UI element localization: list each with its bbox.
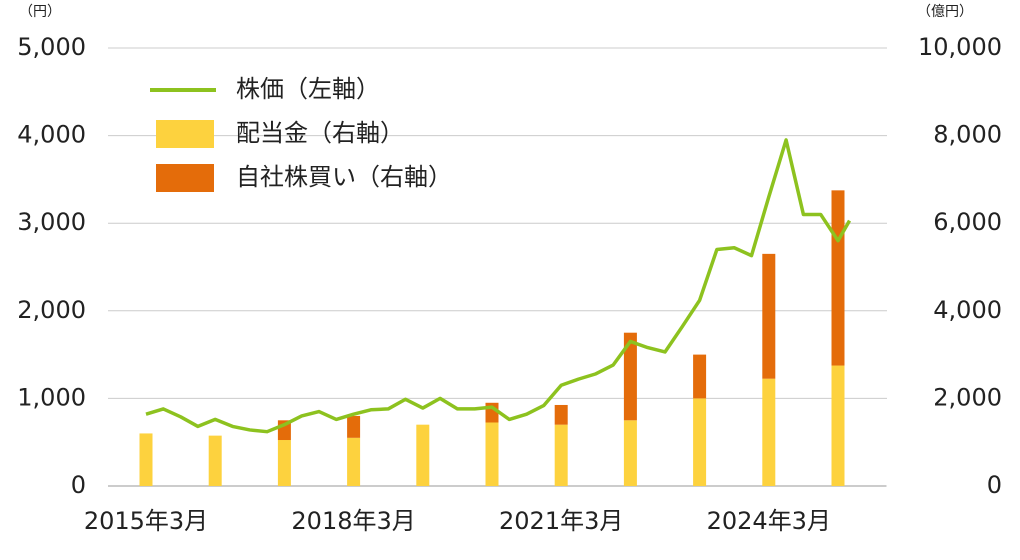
x-tick-label: 2018年3月 xyxy=(291,507,415,535)
bar-segment xyxy=(693,354,707,399)
y-tick-label: 4,000 xyxy=(17,121,86,149)
y-tick-label: 0 xyxy=(71,471,86,499)
y2-tick-label: 10,000 xyxy=(918,33,1002,61)
x-tick-label: 2024年3月 xyxy=(707,507,831,535)
y-tick-label: 1,000 xyxy=(17,383,86,411)
legend-swatch xyxy=(156,164,214,192)
bar-segment xyxy=(347,415,361,438)
bar-segment xyxy=(693,398,707,486)
bar-segment xyxy=(831,365,845,486)
bar-segment xyxy=(554,424,568,486)
y2-tick-label: 2,000 xyxy=(933,383,1002,411)
bar-segment xyxy=(485,422,499,486)
bar-segment xyxy=(831,190,845,366)
bar-segment xyxy=(762,378,776,486)
x-tick-label: 2021年3月 xyxy=(499,507,623,535)
bar-segment xyxy=(208,435,222,486)
y2-tick-label: 8,000 xyxy=(933,121,1002,149)
y-tick-label: 3,000 xyxy=(17,208,86,236)
bar-segment xyxy=(347,437,361,486)
bar-segment xyxy=(139,433,153,486)
legend-swatch xyxy=(156,120,214,148)
y2-tick-label: 0 xyxy=(987,471,1002,499)
bar-segment xyxy=(277,440,291,486)
legend-label: 自社株買い（右軸） xyxy=(236,163,452,191)
y2-axis-unit: （億円） xyxy=(917,4,973,20)
price-line xyxy=(145,138,852,434)
bar-segment xyxy=(623,420,637,486)
bar-segment xyxy=(623,332,637,421)
x-tick-label: 2015年3月 xyxy=(84,507,208,535)
bar-segment xyxy=(762,253,776,379)
bar-segment xyxy=(554,404,568,425)
bar-segment xyxy=(416,424,430,486)
legend-label: 配当金（右軸） xyxy=(236,119,404,147)
legend-label: 株価（左軸） xyxy=(236,75,380,103)
y-axis-unit: （円） xyxy=(19,4,61,20)
y2-tick-label: 4,000 xyxy=(933,296,1002,324)
y-tick-label: 2,000 xyxy=(17,296,86,324)
y-tick-label: 5,000 xyxy=(17,33,86,61)
y2-tick-label: 6,000 xyxy=(933,208,1002,236)
